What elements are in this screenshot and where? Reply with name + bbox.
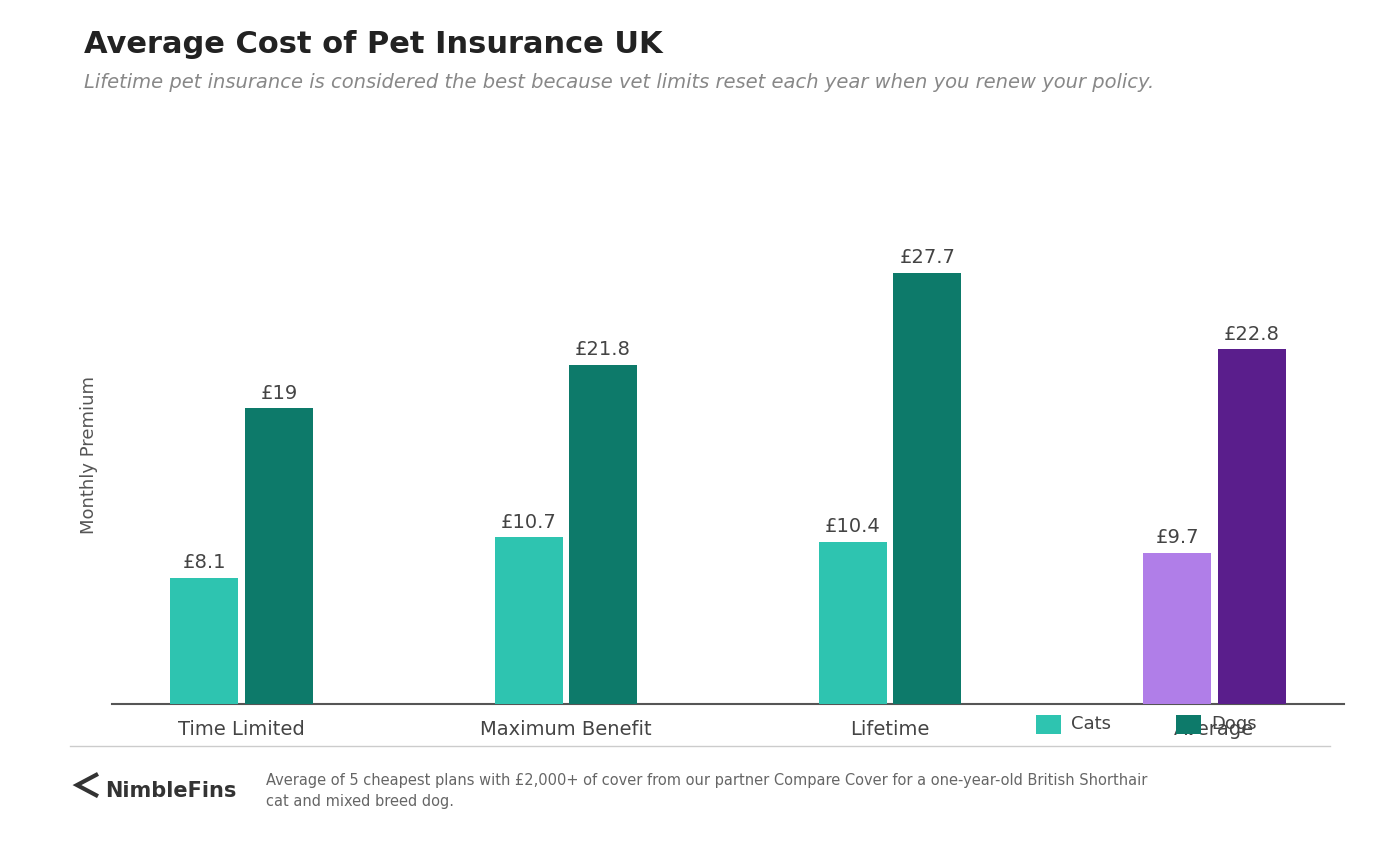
Bar [494, 537, 563, 704]
Text: Average Cost of Pet Insurance UK: Average Cost of Pet Insurance UK [84, 30, 662, 59]
Text: £10.4: £10.4 [825, 517, 881, 536]
Text: £21.8: £21.8 [575, 340, 631, 360]
Text: Lifetime pet insurance is considered the best because vet limits reset each year: Lifetime pet insurance is considered the… [84, 73, 1154, 92]
Bar [570, 365, 637, 704]
Bar [1218, 349, 1285, 704]
Bar [245, 408, 314, 704]
Bar [893, 273, 962, 704]
Text: Dogs: Dogs [1211, 716, 1257, 733]
Bar [1142, 553, 1211, 704]
Text: £22.8: £22.8 [1224, 324, 1280, 343]
Bar [171, 577, 238, 704]
Bar [819, 542, 886, 704]
Text: NimbleFins: NimbleFins [105, 781, 237, 801]
Text: £19: £19 [260, 384, 298, 402]
Text: £9.7: £9.7 [1155, 529, 1198, 547]
Text: £10.7: £10.7 [501, 513, 556, 532]
Y-axis label: Monthly Premium: Monthly Premium [80, 376, 98, 534]
Text: £27.7: £27.7 [899, 248, 955, 268]
Text: Average of 5 cheapest plans with £2,000+ of cover from our partner Compare Cover: Average of 5 cheapest plans with £2,000+… [266, 773, 1148, 809]
Text: Cats: Cats [1071, 716, 1112, 733]
Text: £8.1: £8.1 [182, 553, 227, 572]
